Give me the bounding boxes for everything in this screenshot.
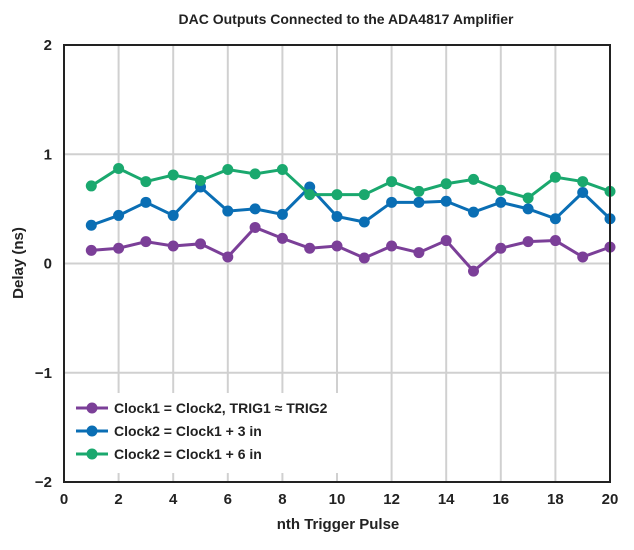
x-tick-label: 20: [602, 491, 619, 508]
data-point: [276, 232, 288, 244]
y-tick-label: −1: [35, 365, 52, 382]
series-3: [85, 162, 616, 204]
data-point: [167, 169, 179, 181]
data-point: [85, 219, 97, 231]
x-tick-label: 0: [60, 491, 68, 508]
data-point: [85, 180, 97, 192]
data-point: [140, 236, 152, 248]
x-tick-label: 6: [224, 491, 232, 508]
data-point: [577, 186, 589, 198]
data-point: [304, 181, 316, 193]
data-point: [304, 242, 316, 254]
data-point: [386, 240, 398, 252]
y-axis-label: Delay (ns): [10, 227, 27, 299]
y-tick-label: 1: [44, 146, 52, 163]
x-tick-label: 12: [383, 491, 400, 508]
data-point: [304, 189, 316, 201]
data-point: [85, 244, 97, 256]
data-point: [167, 240, 179, 252]
data-point: [386, 176, 398, 188]
legend-box: [70, 393, 370, 473]
data-point: [577, 176, 589, 188]
data-point: [549, 213, 561, 225]
x-tick-label: 10: [329, 491, 346, 508]
data-point: [140, 176, 152, 188]
y-tick-label: −2: [35, 474, 52, 491]
data-point: [195, 238, 206, 250]
data-point: [276, 164, 288, 176]
data-point: [549, 235, 561, 247]
x-tick-label: 4: [169, 491, 178, 508]
x-tick-label: 2: [114, 491, 122, 508]
data-point: [522, 236, 534, 248]
data-point: [495, 242, 507, 254]
data-point: [167, 209, 179, 221]
data-point: [522, 192, 534, 204]
data-point: [468, 206, 479, 218]
data-point: [249, 203, 261, 215]
data-point: [358, 216, 370, 228]
data-point: [195, 174, 206, 186]
data-point: [358, 252, 370, 264]
x-tick-label: 18: [547, 491, 564, 508]
chart-title: DAC Outputs Connected to the ADA4817 Amp…: [179, 11, 515, 27]
legend-label: Clock1 = Clock2, TRIG1 ≈ TRIG2: [114, 400, 328, 416]
data-point: [495, 196, 507, 208]
data-point: [495, 184, 507, 196]
data-point: [440, 178, 452, 190]
legend-label: Clock2 = Clock1 + 3 in: [114, 423, 262, 439]
data-point: [386, 196, 398, 208]
data-point: [413, 185, 425, 197]
x-tick-label: 16: [492, 491, 509, 508]
data-point: [113, 242, 125, 254]
data-point: [468, 265, 479, 277]
data-point: [440, 235, 452, 247]
legend-swatch-marker: [86, 448, 98, 460]
plot-frame: [63, 44, 611, 483]
data-point: [113, 209, 125, 221]
data-point: [222, 164, 234, 176]
legend-swatch-marker: [86, 402, 98, 414]
data-point: [577, 251, 589, 263]
data-point: [522, 203, 534, 215]
data-point: [222, 251, 234, 263]
data-point: [413, 247, 425, 259]
data-point: [331, 189, 343, 201]
x-tick-label: 14: [438, 491, 455, 508]
data-point: [468, 173, 479, 185]
data-point: [222, 205, 234, 217]
legend-swatch-marker: [86, 425, 98, 437]
series-1: [85, 221, 616, 277]
data-point: [440, 195, 452, 207]
data-point: [276, 208, 288, 220]
data-point: [113, 162, 125, 174]
series-2: [85, 181, 616, 231]
data-point: [549, 171, 561, 183]
data-point: [413, 196, 425, 208]
y-tick-label: 2: [44, 37, 52, 54]
data-point: [358, 189, 370, 201]
data-point: [249, 221, 261, 233]
x-tick-label: 8: [278, 491, 286, 508]
x-axis-label: nth Trigger Pulse: [277, 516, 400, 533]
data-point: [140, 196, 152, 208]
legend-label: Clock2 = Clock1 + 6 in: [114, 446, 262, 462]
data-point: [331, 240, 343, 252]
data-point: [331, 211, 343, 223]
data-point: [249, 168, 261, 180]
y-tick-label: 0: [44, 256, 52, 273]
